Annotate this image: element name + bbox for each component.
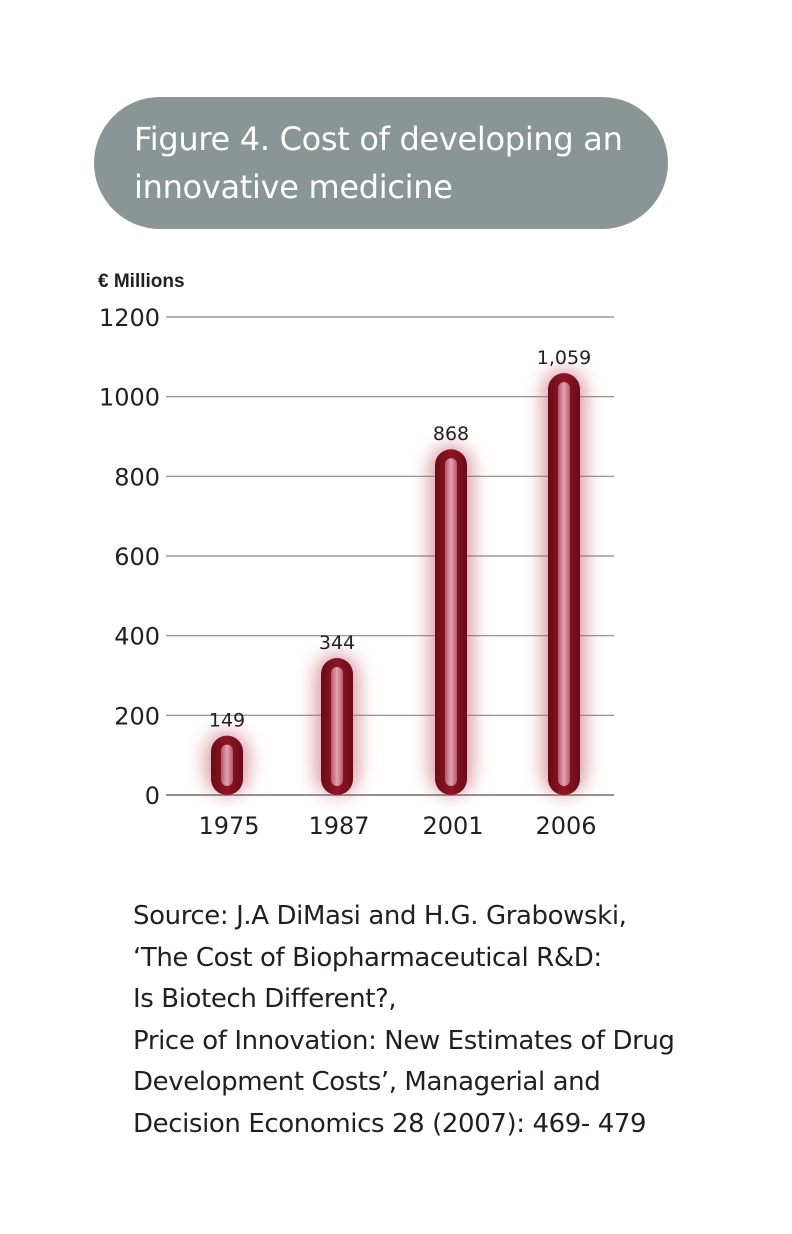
x-tick-label-2001: 2001 <box>422 812 483 840</box>
source-line-5: Development Costs’, Managerial and <box>133 1067 601 1097</box>
title-banner: Figure 4. Cost of developing an innovati… <box>94 97 668 229</box>
y-tick-label-0: 0 <box>145 782 160 810</box>
x-tick-label-1975: 1975 <box>198 812 259 840</box>
bar-highlight-2001 <box>445 458 457 786</box>
x-axis-ticks: 1975 1987 2001 2006 <box>198 812 596 840</box>
y-tick-label-800: 800 <box>114 463 160 491</box>
source-line-3: Is Biotech Different?, <box>133 984 397 1014</box>
source-line-2: ‘The Cost of Biopharmaceutical R&D: <box>133 942 602 973</box>
y-tick-label-1000: 1000 <box>99 384 160 412</box>
y-tick-label-400: 400 <box>114 623 160 651</box>
y-tick-label-200: 200 <box>114 702 160 730</box>
bar-highlight-1975 <box>221 744 233 786</box>
y-tick-label-1200: 1200 <box>99 304 160 332</box>
source-line-6: Decision Economics 28 (2007): 469- 479 <box>133 1108 647 1139</box>
source-line-1: Source: J.A DiMasi and H.G. Grabowski, <box>133 901 627 931</box>
chart-title-line-1: Figure 4. Cost of developing an <box>134 120 623 158</box>
bar-highlight-1987 <box>331 666 343 786</box>
source-line-4: Price of Innovation: New Estimates of Dr… <box>133 1025 675 1056</box>
data-label-1987: 344 <box>319 632 355 654</box>
y-axis-ticks: 0 200 400 600 800 1000 1200 <box>99 304 160 810</box>
x-tick-label-2006: 2006 <box>535 812 596 840</box>
bar-highlight-2006 <box>558 382 570 786</box>
gridlines <box>166 316 614 796</box>
chart-title: Figure 4. Cost of developing an innovati… <box>134 115 638 211</box>
data-label-1975: 149 <box>209 710 245 732</box>
bars: 149 344 868 1,059 <box>205 347 591 795</box>
y-tick-label-600: 600 <box>114 543 160 571</box>
bar-chart: 0 200 400 600 800 1000 1200 149 344 868 1,059 197… <box>99 304 614 840</box>
data-label-2006: 1,059 <box>537 347 591 369</box>
chart-title-line-2: innovative medicine <box>134 168 453 206</box>
data-label-2001: 868 <box>433 423 469 445</box>
y-axis-unit-label: € Millions <box>98 271 185 292</box>
source-citation: Source: J.A DiMasi and H.G. Grabowski, ‘… <box>133 896 753 1145</box>
x-tick-label-1987: 1987 <box>308 812 369 840</box>
